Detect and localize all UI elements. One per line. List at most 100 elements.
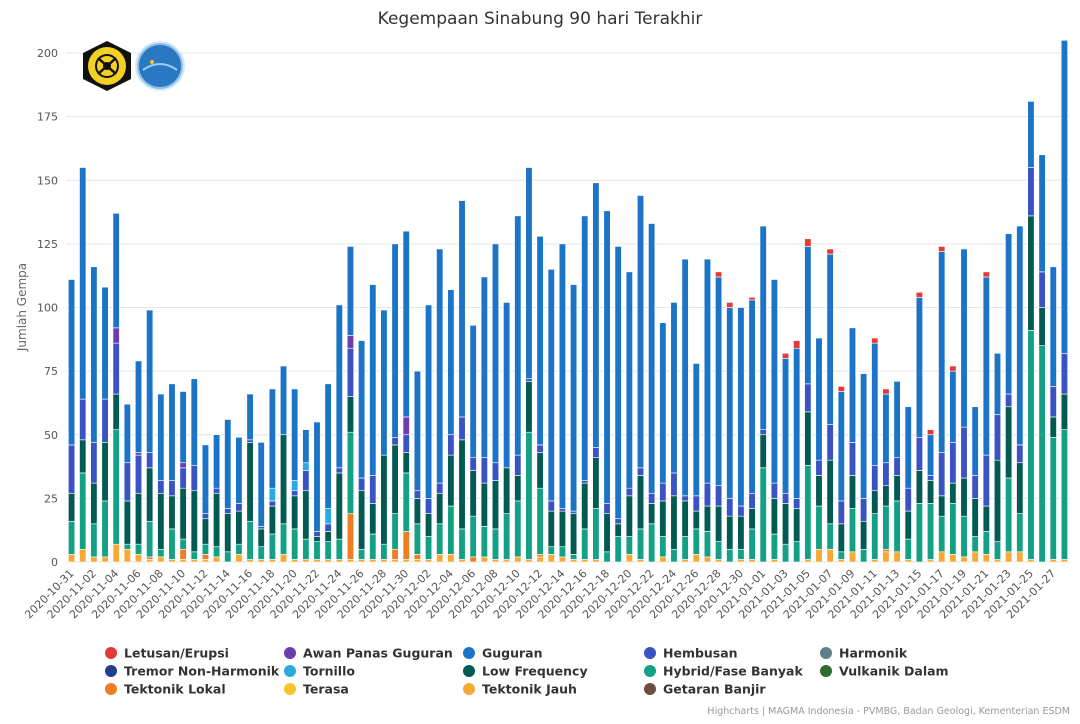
bar-segment[interactable] [692,495,700,512]
bar-stack[interactable] [793,340,801,563]
bar-segment[interactable] [514,215,522,456]
bar-stack[interactable] [134,360,143,563]
bar-segment[interactable] [982,454,990,507]
bar-segment[interactable] [90,482,98,525]
bar-stack[interactable] [893,381,901,563]
bar-segment[interactable] [491,462,500,481]
bar-stack[interactable] [525,167,533,563]
bar-segment[interactable] [915,503,923,563]
bar-segment[interactable] [179,467,187,489]
bar-segment[interactable] [503,559,511,563]
bar-segment[interactable] [592,457,600,509]
bar-segment[interactable] [525,167,533,380]
bar-segment[interactable] [324,523,332,532]
bar-stack[interactable] [1060,39,1068,563]
bar-segment[interactable] [1049,386,1057,418]
bar-segment[interactable] [871,337,879,344]
bar-segment[interactable] [480,482,488,527]
bar-stack[interactable] [425,304,433,563]
bar-segment[interactable] [558,510,566,548]
bar-segment[interactable] [715,559,723,563]
bar-segment[interactable] [848,508,856,553]
bar-segment[interactable] [793,347,801,499]
bar-segment[interactable] [748,492,756,509]
bar-segment[interactable] [480,556,488,563]
bar-segment[interactable] [938,551,946,563]
legend-item[interactable]: Awan Panas Guguran [284,646,453,661]
bar-segment[interactable] [815,505,823,550]
bar-segment[interactable] [1016,225,1024,446]
bar-segment[interactable] [402,452,410,474]
bar-segment[interactable] [201,559,209,563]
bar-segment[interactable] [614,246,622,520]
bar-stack[interactable] [1005,233,1013,563]
bar-stack[interactable] [1038,154,1046,563]
bar-segment[interactable] [815,459,823,476]
bar-segment[interactable] [759,434,767,469]
bar-segment[interactable] [1005,233,1013,395]
bar-segment[interactable] [949,365,957,372]
bar-segment[interactable] [436,492,444,525]
bar-segment[interactable] [614,536,622,563]
bar-segment[interactable] [636,559,645,563]
bar-segment[interactable] [726,302,734,308]
bar-segment[interactable] [659,536,667,558]
bar-segment[interactable] [960,248,968,428]
bar-segment[interactable] [938,251,946,453]
bar-segment[interactable] [1027,215,1035,331]
bar-segment[interactable] [68,492,76,522]
bar-segment[interactable] [291,490,299,497]
bar-stack[interactable] [804,238,812,563]
bar-segment[interactable] [123,548,131,563]
bar-segment[interactable] [949,482,957,504]
bar-segment[interactable] [101,556,109,563]
bar-segment[interactable] [715,271,723,278]
bar-segment[interactable] [112,429,120,545]
bar-segment[interactable] [413,490,421,499]
bar-segment[interactable] [358,548,366,560]
bar-segment[interactable] [68,554,76,563]
bar-segment[interactable] [346,246,355,336]
bar-segment[interactable] [279,434,288,525]
bar-stack[interactable] [1027,101,1035,563]
bar-segment[interactable] [848,551,856,563]
bar-stack[interactable] [726,302,734,563]
bar-segment[interactable] [1060,39,1068,354]
bar-segment[interactable] [837,523,845,553]
bar-segment[interactable] [815,475,823,507]
bar-segment[interactable] [625,554,633,563]
bar-segment[interactable] [1016,462,1024,514]
bar-segment[interactable] [302,429,310,464]
bar-stack[interactable] [380,309,388,563]
bar-stack[interactable] [469,325,477,563]
bar-segment[interactable] [625,536,633,555]
bar-stack[interactable] [213,434,221,563]
bar-segment[interactable] [324,531,332,542]
bar-segment[interactable] [781,353,790,359]
bar-segment[interactable] [1005,551,1013,563]
bar-segment[interactable] [514,454,522,476]
bar-segment[interactable] [425,536,433,560]
bar-segment[interactable] [335,472,343,540]
bar-segment[interactable] [213,492,221,548]
bar-segment[interactable] [257,559,265,563]
bar-segment[interactable] [358,340,366,479]
bar-segment[interactable] [190,464,198,492]
bar-segment[interactable] [726,307,734,499]
bar-segment[interactable] [570,559,578,563]
legend-item[interactable]: Harmonik [820,646,908,661]
bar-segment[interactable] [681,559,689,563]
bar-segment[interactable] [369,475,377,504]
bar-segment[interactable] [224,419,232,509]
bar-segment[interactable] [246,442,254,522]
bar-segment[interactable] [358,477,366,492]
bar-segment[interactable] [346,513,355,560]
bar-segment[interactable] [715,485,723,507]
bar-segment[interactable] [369,533,377,560]
bar-segment[interactable] [213,556,221,563]
bar-stack[interactable] [90,266,98,563]
bar-stack[interactable] [458,200,466,563]
legend-item[interactable]: Tektonik Lokal [105,682,226,697]
bar-segment[interactable] [369,503,377,535]
bar-stack[interactable] [737,307,745,563]
